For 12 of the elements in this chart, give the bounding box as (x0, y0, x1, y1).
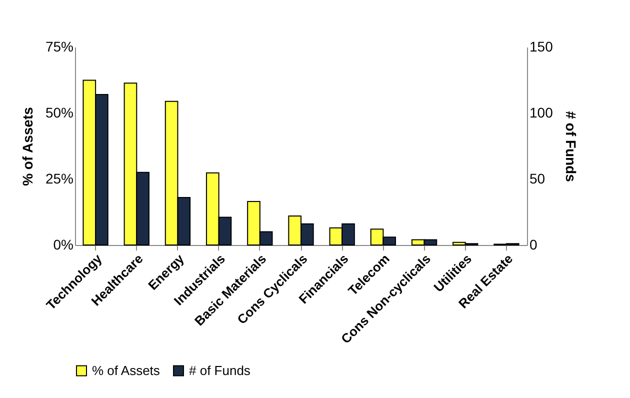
y2-tick-label: 150 (530, 38, 554, 54)
y2-tick-label: 100 (530, 104, 554, 120)
y2-tick-label: 50 (530, 170, 546, 186)
y-tick-label: 0% (53, 236, 74, 252)
y-tick-label: 75% (45, 38, 74, 54)
y2-tick-label: 0 (530, 236, 538, 252)
y-axis-title: % of Assets (19, 106, 36, 186)
y-tick-label: 50% (45, 104, 74, 120)
y-tick-label: 25% (45, 170, 74, 186)
legend-label: # of Funds (189, 362, 251, 378)
legend-label: % of Assets (92, 362, 160, 378)
y2-axis-title: # of Funds (562, 111, 579, 182)
